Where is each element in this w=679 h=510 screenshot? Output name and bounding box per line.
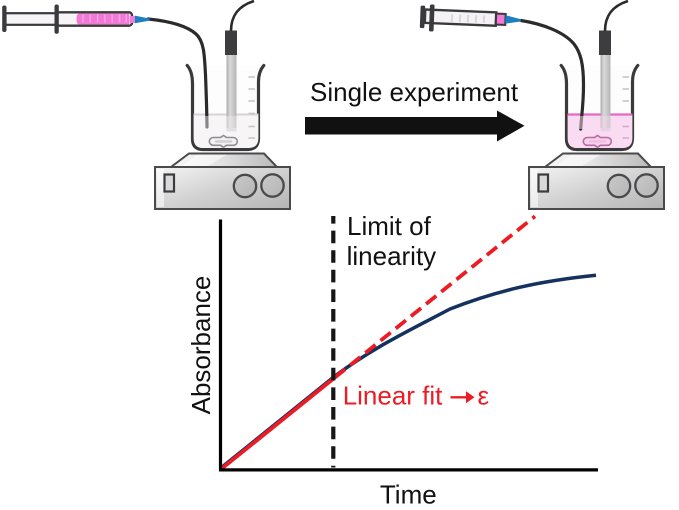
svg-text:Linear fit: Linear fit	[343, 381, 443, 411]
svg-text:linearity: linearity	[347, 241, 437, 271]
svg-text:Absorbance: Absorbance	[186, 276, 216, 415]
svg-text:Limit of: Limit of	[347, 211, 432, 241]
svg-text:ε: ε	[478, 381, 490, 411]
svg-text:Time: Time	[380, 479, 437, 509]
svg-text:Single experiment: Single experiment	[310, 77, 519, 107]
